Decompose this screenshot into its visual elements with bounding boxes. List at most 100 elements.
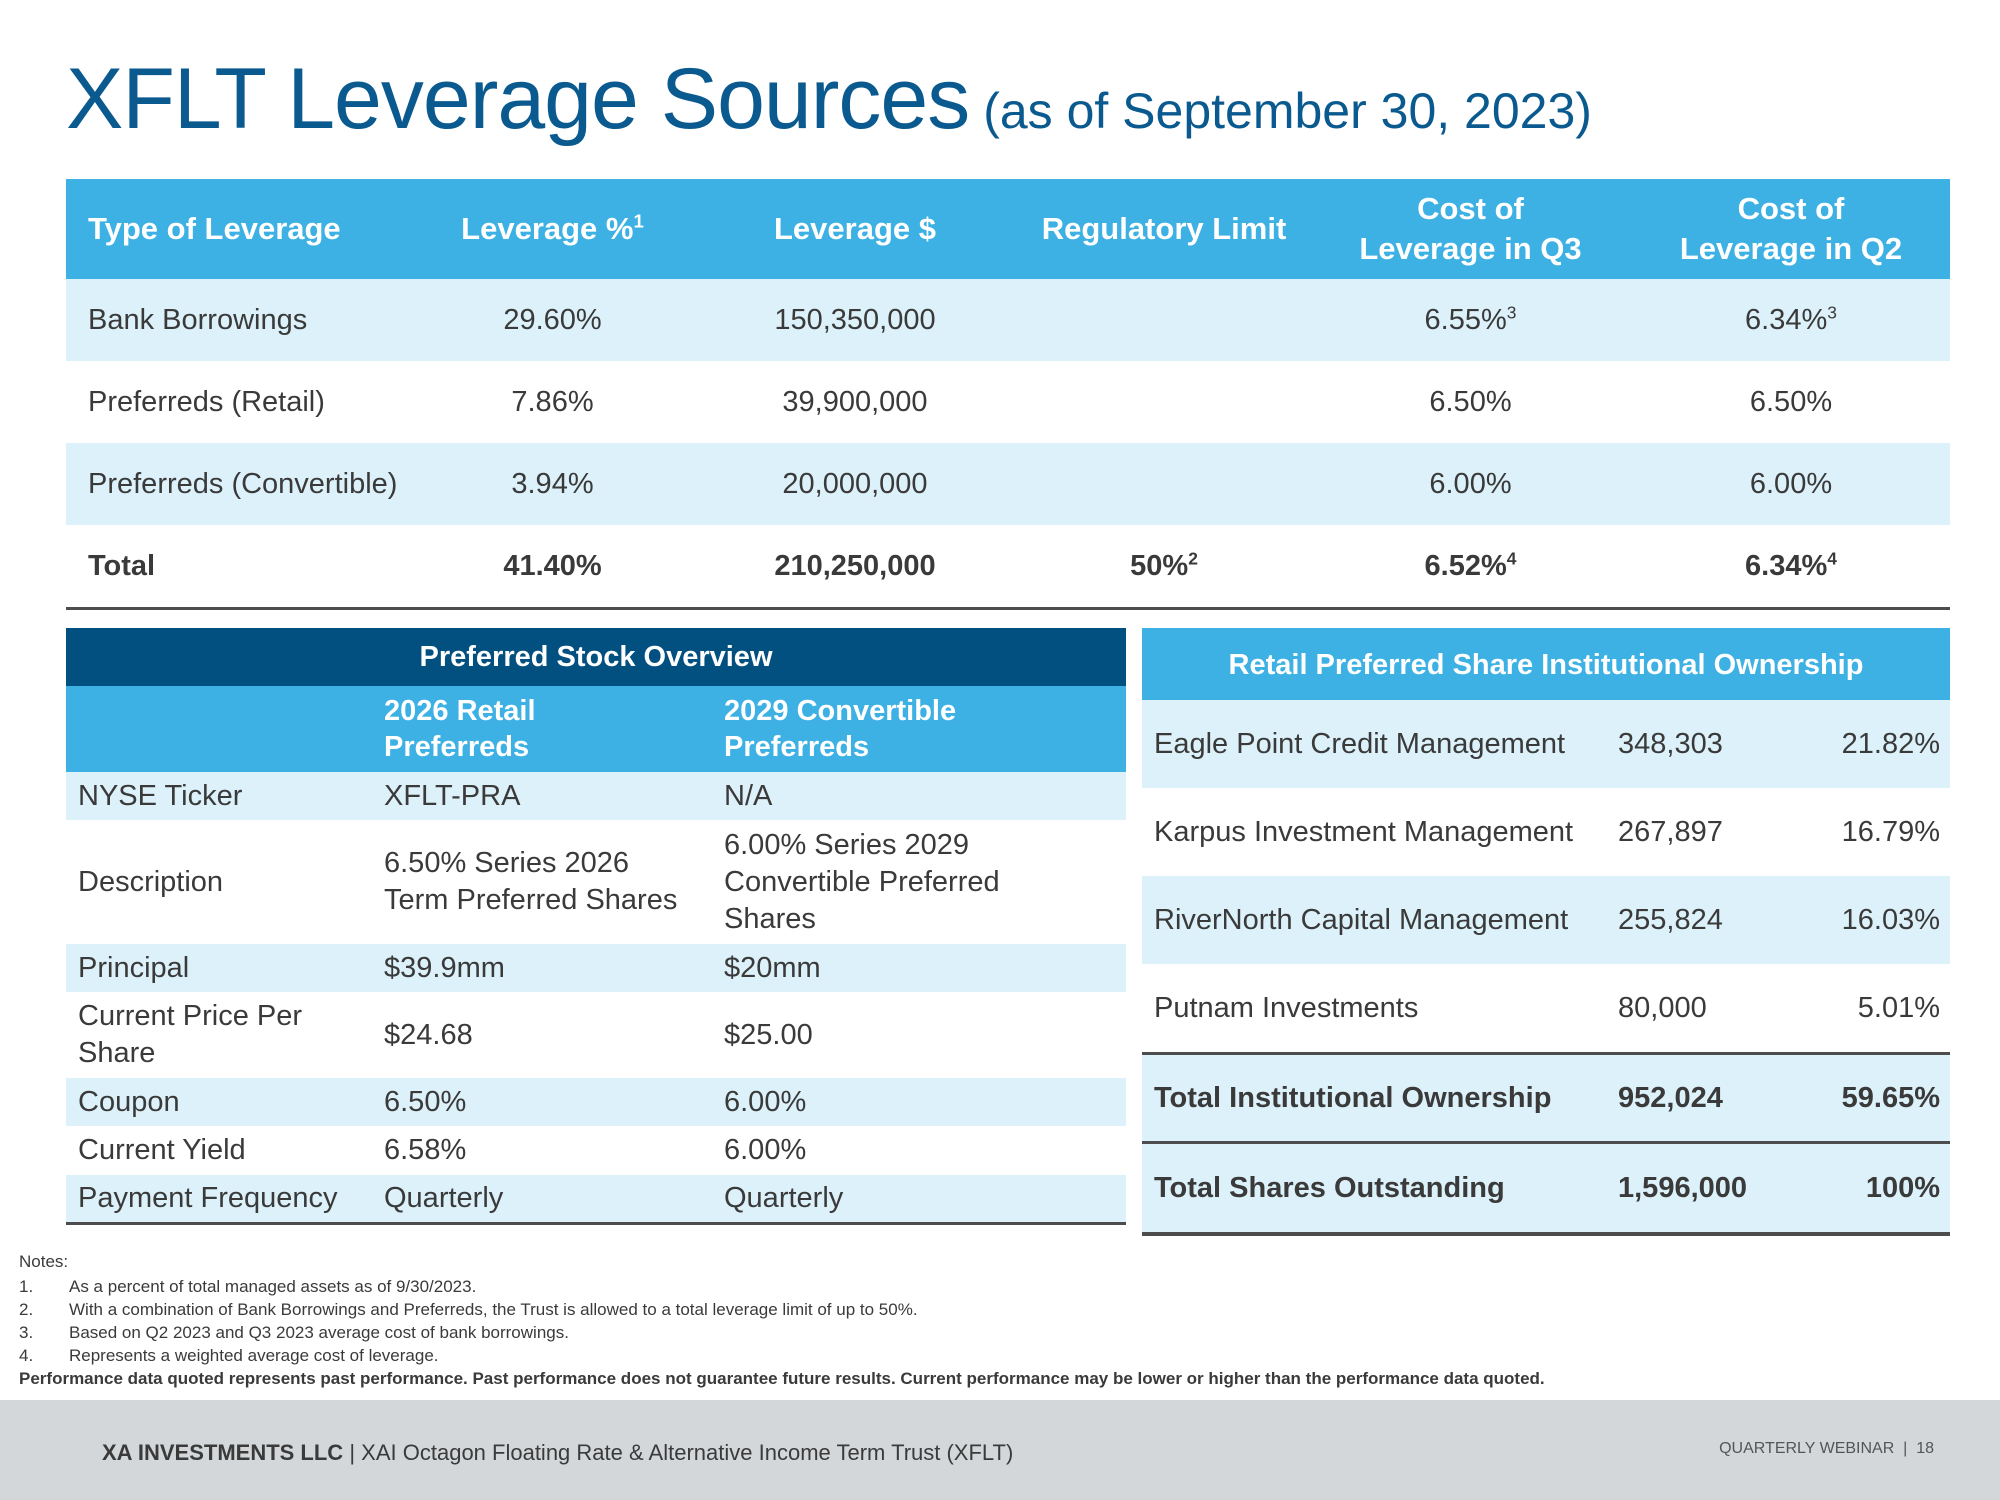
row-pct: 16.79% bbox=[1841, 815, 1940, 848]
col-header-leverage-dollars: Leverage $ bbox=[691, 179, 1019, 279]
row-shares: 80,000 bbox=[1618, 991, 1707, 1024]
row-retail: 6.58% bbox=[384, 1134, 467, 1166]
table-row: Payment Frequency Quarterly Quarterly bbox=[66, 1175, 1126, 1225]
notes-heading: Notes: bbox=[19, 1252, 69, 1271]
page-title: XFLT Leverage Sources (as of September 30… bbox=[66, 50, 1592, 149]
row-type: Total bbox=[66, 525, 414, 610]
row-shares: 255,824 bbox=[1618, 876, 1798, 964]
row-holder: RiverNorth Capital Management bbox=[1142, 876, 1618, 964]
row-shares: 1,596,000 bbox=[1618, 1141, 1798, 1236]
ownership-table: Eagle Point Credit Management 348,303 21… bbox=[1142, 700, 1950, 1236]
table-row: Current Price Per Share $24.68 $25.00 bbox=[66, 992, 1126, 1078]
table-row: Eagle Point Credit Management 348,303 21… bbox=[1142, 700, 1950, 788]
row-cost-q2: 6.34%4 bbox=[1632, 525, 1950, 610]
footer-page-info: QUARTERLY WEBINAR | 18 bbox=[1719, 1440, 1934, 1457]
row-limit: 50%2 bbox=[1019, 525, 1309, 610]
table-row: RiverNorth Capital Management 255,824 16… bbox=[1142, 876, 1950, 964]
row-label: NYSE Ticker bbox=[66, 772, 384, 820]
row-retail: XFLT-PRA bbox=[384, 772, 724, 820]
footer-company: XA INVESTMENTS LLC | XAI Octagon Floatin… bbox=[102, 1440, 1014, 1465]
page-number: 18 bbox=[1916, 1440, 1934, 1457]
row-holder: Total Institutional Ownership bbox=[1142, 1052, 1618, 1143]
row-limit bbox=[1019, 443, 1309, 525]
col-header-blank bbox=[66, 686, 384, 772]
leverage-table-header: Type of Leverage Leverage %1 Leverage $ … bbox=[66, 179, 1950, 279]
row-cost-q3: 6.00% bbox=[1309, 443, 1632, 525]
row-cost-q3: 6.55%3 bbox=[1309, 279, 1632, 361]
ownership-caption: Retail Preferred Share Institutional Own… bbox=[1142, 628, 1950, 700]
row-type: Preferreds (Convertible) bbox=[66, 443, 414, 525]
row-label: Payment Frequency bbox=[66, 1175, 384, 1225]
row-retail: $39.9mm bbox=[384, 944, 724, 992]
row-retail: Quarterly bbox=[384, 1175, 724, 1225]
row-shares: 952,024 bbox=[1618, 1052, 1798, 1143]
preferred-overview-header: 2026 Retail Preferreds 2029 Convertible Pr… bbox=[66, 686, 1126, 772]
table-row: Preferreds (Retail) 7.86% 39,900,000 6.5… bbox=[66, 361, 1950, 443]
institutional-ownership: Retail Preferred Share Institutional Own… bbox=[1142, 628, 1950, 1236]
row-pct: 21.82% bbox=[1798, 700, 1950, 788]
preferred-stock-overview: Preferred Stock Overview 2026 Retail Pref… bbox=[66, 628, 1126, 1225]
row-dollars: 20,000,000 bbox=[691, 443, 1019, 525]
row-dollars: 150,350,000 bbox=[691, 279, 1019, 361]
row-cost-q3: 6.52%4 bbox=[1309, 525, 1632, 610]
row-pct: 7.86% bbox=[511, 385, 594, 418]
table-row: Description 6.50% Series 2026 Term Prefer… bbox=[66, 820, 1126, 944]
footer-bar: XA INVESTMENTS LLC | XAI Octagon Floatin… bbox=[0, 1400, 2000, 1500]
row-shares: 267,897 bbox=[1618, 815, 1723, 848]
table-row: Karpus Investment Management 267,897 16.… bbox=[1142, 788, 1950, 876]
row-convertible: $25.00 bbox=[724, 1018, 813, 1051]
page-title-main: XFLT Leverage Sources bbox=[66, 51, 970, 147]
performance-disclaimer: Performance data quoted represents past … bbox=[19, 1369, 1545, 1388]
preferred-overview-caption: Preferred Stock Overview bbox=[66, 628, 1126, 686]
col-header-cost-q2: Cost of Leverage in Q2 bbox=[1632, 179, 1950, 279]
row-label: Current Yield bbox=[78, 1134, 246, 1166]
row-shares: 348,303 bbox=[1618, 700, 1798, 788]
row-type: Preferreds (Retail) bbox=[88, 385, 325, 418]
row-convertible: 6.00% bbox=[724, 1134, 807, 1166]
row-convertible: 6.00% bbox=[724, 1078, 1126, 1126]
col-header-cost-q3: Cost of Leverage in Q3 bbox=[1309, 179, 1632, 279]
row-limit bbox=[1019, 279, 1309, 361]
row-holder: Putnam Investments bbox=[1154, 991, 1419, 1024]
row-pct: 59.65% bbox=[1798, 1052, 1950, 1143]
row-convertible: Quarterly bbox=[724, 1175, 1126, 1225]
footnote: 4. Represents a weighted average cost of … bbox=[19, 1346, 439, 1365]
row-pct: 41.40% bbox=[414, 525, 691, 610]
row-limit bbox=[1019, 361, 1309, 443]
row-holder: Total Shares Outstanding bbox=[1142, 1141, 1618, 1236]
row-retail: $24.68 bbox=[384, 1018, 473, 1051]
row-cost-q2: 6.50% bbox=[1749, 385, 1833, 418]
row-cost-q3: 6.50% bbox=[1429, 385, 1512, 418]
row-cost-q2: 6.34%3 bbox=[1632, 279, 1950, 361]
row-cost-q2: 6.00% bbox=[1632, 443, 1950, 525]
row-retail: 6.50% bbox=[384, 1078, 724, 1126]
row-retail: 6.50% Series 2026 Term Preferred Shares bbox=[384, 847, 678, 916]
row-dollars: 39,900,000 bbox=[782, 385, 928, 418]
table-row-total-outstanding: Total Shares Outstanding 1,596,000 100% bbox=[1142, 1141, 1950, 1236]
fund-name: XAI Octagon Floating Rate & Alternative … bbox=[361, 1440, 1014, 1465]
row-dollars: 210,250,000 bbox=[691, 525, 1019, 610]
row-pct: 100% bbox=[1798, 1141, 1950, 1236]
table-row: NYSE Ticker XFLT-PRA N/A bbox=[66, 772, 1126, 820]
row-convertible: 6.00% Series 2029 Convertible Preferred Sh… bbox=[724, 828, 1000, 935]
footnotes: Notes: 1. As a percent of total managed a… bbox=[19, 1252, 1545, 1391]
row-convertible: N/A bbox=[724, 772, 1126, 820]
row-pct: 29.60% bbox=[414, 279, 691, 361]
table-row: Bank Borrowings 29.60% 150,350,000 6.55%… bbox=[66, 279, 1950, 361]
page-title-date: (as of September 30, 2023) bbox=[983, 83, 1592, 139]
footnote: 2. With a combination of Bank Borrowings … bbox=[19, 1300, 918, 1319]
row-convertible: $20mm bbox=[724, 944, 1126, 992]
row-type: Bank Borrowings bbox=[66, 279, 414, 361]
col-header-type: Type of Leverage bbox=[66, 179, 414, 279]
preferred-overview-table: 2026 Retail Preferreds 2029 Convertible Pr… bbox=[66, 686, 1126, 1225]
col-header-leverage-pct: Leverage %1 bbox=[414, 179, 691, 279]
table-row: Putnam Investments 80,000 5.01% bbox=[1142, 964, 1950, 1054]
footnote: 3. Based on Q2 2023 and Q3 2023 average c… bbox=[19, 1323, 569, 1342]
row-label: Current Price Per Share bbox=[78, 1000, 303, 1069]
row-pct: 16.03% bbox=[1798, 876, 1950, 964]
row-holder: Eagle Point Credit Management bbox=[1142, 700, 1618, 788]
row-pct: 5.01% bbox=[1857, 991, 1940, 1024]
company-name: XA INVESTMENTS LLC bbox=[102, 1440, 344, 1465]
table-row: Current Yield 6.58% 6.00% bbox=[66, 1126, 1126, 1175]
row-label: Coupon bbox=[66, 1078, 384, 1126]
